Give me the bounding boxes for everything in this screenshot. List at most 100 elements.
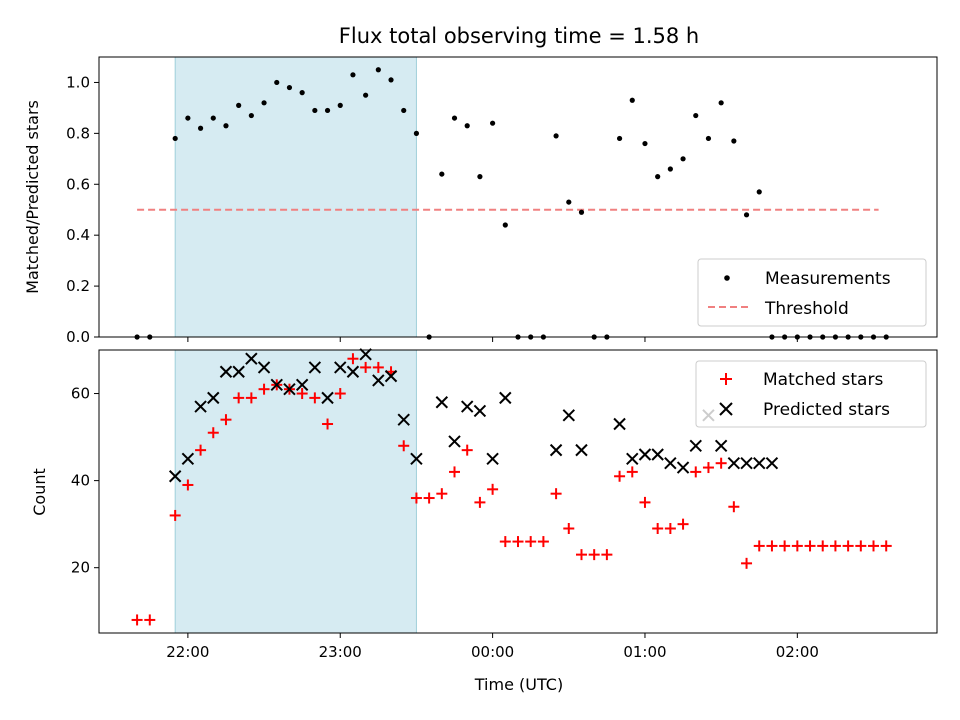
ratio-panel: 0.0 0.2 0.4 0.6 0.8 1.0 Matched/Predicted sta…	[23, 56, 938, 346]
ratio-y-tick-label: 0.0	[66, 328, 90, 346]
x-tick-label: 23:00	[319, 643, 362, 661]
matched-star-point	[195, 444, 207, 456]
predicted-star-point	[689, 439, 702, 452]
ratio-y-ticks: 0.0 0.2 0.4 0.6 0.8 1.0	[66, 73, 99, 346]
predicted-star-point	[181, 452, 195, 466]
predicted-star-point	[308, 361, 322, 374]
matched-star-point	[626, 466, 638, 478]
measurement-point	[490, 120, 496, 126]
predicted-star-point	[638, 448, 652, 461]
matched-star-point	[601, 549, 613, 561]
predicted-star-point	[257, 361, 271, 374]
predicted-star-point	[295, 378, 309, 392]
matched-star-point	[474, 496, 486, 508]
measurement-points	[134, 67, 889, 340]
measurement-point	[197, 125, 204, 131]
predicted-star-point	[270, 378, 283, 392]
measurement-point	[274, 79, 280, 86]
predicted-star-point	[384, 369, 398, 383]
matched-star-point	[550, 488, 562, 500]
matched-star-point	[753, 540, 765, 552]
matched-star-point	[677, 518, 689, 530]
predicted-star-point	[232, 365, 245, 378]
count-legend-box	[695, 360, 927, 428]
measurement-point	[223, 123, 229, 129]
predicted-stars-points	[168, 348, 779, 483]
matched-star-point	[245, 392, 257, 404]
matched-star-point	[868, 540, 880, 552]
matched-star-point	[436, 488, 448, 500]
measurement-point	[705, 135, 712, 142]
measurement-point	[261, 100, 267, 106]
count-plot-frame	[98, 349, 938, 634]
matched-star-point	[715, 457, 727, 469]
matched-star-point	[652, 523, 664, 535]
predicted-star-point	[207, 391, 220, 405]
predicted-star-point	[486, 452, 499, 466]
matched-star-point	[842, 540, 854, 552]
legend-matched-marker	[720, 373, 732, 385]
ratio-y-tick-label: 0.8	[66, 124, 90, 142]
predicted-star-point	[613, 417, 626, 431]
ratio-legend-box	[697, 258, 927, 327]
predicted-star-point	[168, 470, 182, 483]
predicted-star-point	[461, 400, 474, 413]
predicted-star-point	[727, 456, 741, 470]
ratio-legend: Measurements Threshold	[697, 258, 927, 327]
ratio-y-tick-label: 0.4	[66, 226, 90, 244]
legend-matched-label: Matched stars	[763, 370, 883, 390]
count-y-tick-label: 40	[71, 472, 90, 490]
matched-star-point	[410, 492, 422, 504]
measurement-point	[375, 67, 381, 73]
matched-star-point	[728, 501, 740, 513]
matched-star-point	[817, 540, 829, 552]
predicted-star-point	[626, 452, 639, 466]
ratio-y-tick-label: 0.6	[66, 175, 90, 193]
measurement-point	[185, 115, 191, 121]
matched-star-point	[169, 509, 181, 521]
measurement-point	[172, 135, 178, 142]
predicted-star-point	[575, 443, 588, 457]
ratio-plot-frame	[98, 56, 938, 338]
matched-star-point	[322, 418, 334, 430]
legend-predicted-marker	[719, 402, 733, 416]
predicted-star-point	[359, 348, 372, 361]
x-tick-label: 00:00	[471, 643, 514, 661]
matched-star-point	[423, 492, 435, 504]
predicted-star-point	[753, 456, 766, 470]
ratio-x-ticks	[187, 337, 798, 342]
predicted-star-point	[740, 456, 753, 470]
measurement-point	[388, 77, 394, 83]
measurement-point	[616, 135, 623, 142]
measurement-point	[312, 107, 318, 114]
measurement-point	[642, 140, 648, 147]
predicted-star-point	[664, 456, 677, 470]
matched-star-point	[220, 414, 232, 426]
legend-threshold-label: Threshold	[764, 299, 849, 319]
matched-star-point	[207, 427, 219, 439]
count-x-ticks: 22:00 23:00 00:00 01:00 02:00	[166, 633, 819, 661]
chart-title: Flux total observing time = 1.58 h	[339, 24, 699, 48]
measurement-point	[210, 115, 216, 121]
matched-star-point	[741, 557, 753, 569]
matched-star-point	[347, 353, 359, 365]
measurement-point	[299, 90, 305, 96]
measurement-point	[248, 112, 254, 119]
matched-star-point	[144, 614, 156, 626]
count-y-axis-label: Count	[30, 468, 49, 516]
predicted-star-point	[676, 461, 690, 474]
matched-star-point	[487, 483, 499, 495]
measurement-point	[451, 115, 458, 121]
count-legend: Matched stars Predicted stars	[695, 360, 927, 428]
measurement-point	[693, 112, 699, 119]
matched-star-point	[499, 536, 511, 548]
matched-star-point	[779, 540, 791, 552]
matched-star-point	[512, 536, 524, 548]
matched-star-point	[449, 466, 461, 478]
predicted-star-point	[714, 439, 728, 452]
measurement-point	[731, 138, 737, 144]
matched-star-point	[309, 392, 321, 404]
measurement-point	[756, 189, 762, 195]
matched-star-point	[537, 536, 549, 548]
